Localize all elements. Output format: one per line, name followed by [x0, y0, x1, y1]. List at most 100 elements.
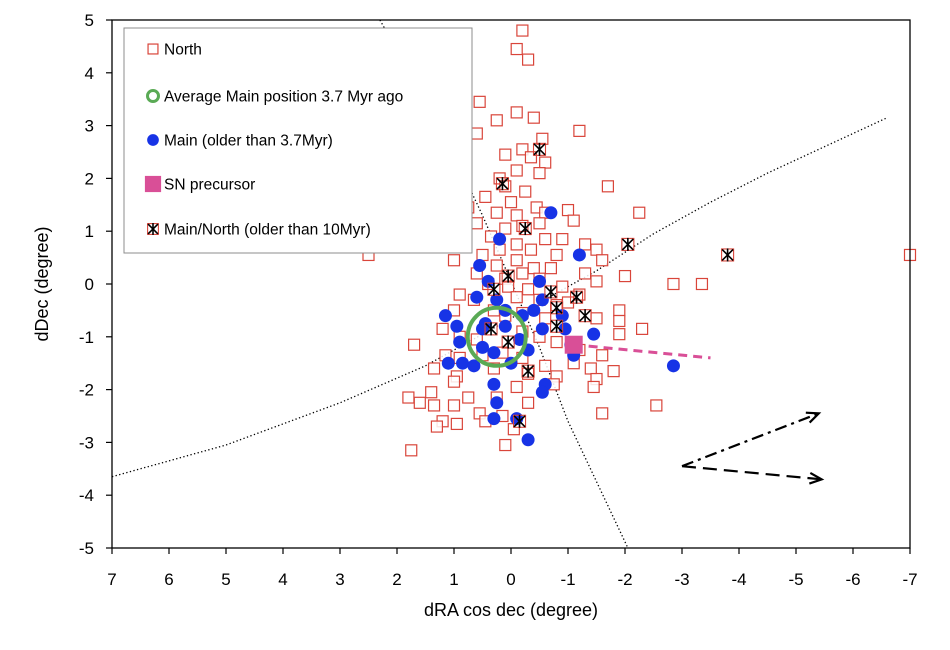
point-main-older-than-3-7myr-1	[544, 206, 558, 220]
point-north-131	[405, 444, 418, 457]
point-main-older-than-3-7myr-19	[558, 322, 572, 336]
point-main-older-than-3-7myr-8	[533, 274, 546, 288]
x-axis-title: dRA cos dec (degree)	[424, 600, 598, 620]
y-tick-label--3: -3	[79, 433, 94, 452]
point-north-76	[667, 277, 680, 291]
point-north-66	[521, 283, 535, 296]
point-main-older-than-3-7myr-2	[493, 232, 507, 246]
point-north-111	[447, 375, 461, 388]
point-north-13	[516, 143, 529, 156]
point-north-118	[521, 396, 535, 409]
point-north-7	[490, 114, 503, 127]
legend-label-average-main-position-3-7-myr-ago: Average Main position 3.7 Myr ago	[164, 89, 403, 106]
point-main-older-than-3-7myr-36	[487, 412, 501, 426]
point-north-24	[479, 190, 492, 203]
point-north-29	[510, 209, 523, 222]
point-main-north-older-than-10myr-3	[518, 222, 532, 236]
arrow-1	[681, 411, 822, 468]
x-tick-label-3: 3	[335, 570, 344, 589]
point-north-128	[450, 417, 463, 431]
point-main-north-older-than-10myr-9	[569, 290, 584, 304]
point-north-58	[618, 269, 632, 283]
point-north-56	[544, 262, 558, 275]
point-north-43	[578, 238, 592, 251]
point-north-75	[613, 304, 626, 317]
point-north-86	[613, 328, 626, 341]
point-north-2	[510, 42, 523, 56]
point-north-115	[425, 386, 438, 399]
point-main-north-older-than-10myr-13	[484, 322, 498, 336]
point-main-older-than-3-7myr-18	[555, 309, 569, 323]
y-tick-label-2: 2	[85, 169, 94, 188]
point-main-older-than-3-7myr-40	[476, 322, 489, 336]
point-north-50	[550, 248, 563, 262]
point-main-older-than-3-7myr-21	[453, 335, 467, 349]
point-north-33	[470, 217, 483, 230]
point-north-12	[536, 132, 549, 145]
x-tick-label--4: -4	[731, 570, 746, 589]
point-main-older-than-3-7myr-20	[587, 327, 601, 341]
x-tick-label-5: 5	[221, 570, 230, 589]
y-axis-title: dDec (degree)	[32, 226, 52, 341]
point-north-104	[584, 362, 597, 375]
point-north-83	[539, 312, 552, 325]
point-main-older-than-3-7myr-17	[535, 322, 549, 336]
point-main-older-than-3-7myr-3	[572, 248, 586, 262]
legend-marker-main-older-than-3-7myr	[147, 134, 159, 146]
point-north-88	[408, 338, 421, 351]
point-north-44	[590, 243, 603, 256]
point-north-16	[539, 156, 552, 169]
legend-marker-average-main-position-3-7-myr-ago	[146, 89, 160, 103]
point-north-125	[596, 407, 609, 420]
legend-label-sn-precursor: SN precursor	[164, 177, 255, 194]
x-tick-label-7: 7	[107, 570, 116, 589]
point-north-133	[430, 420, 443, 433]
point-main-north-older-than-10myr-10	[550, 301, 564, 315]
legend-box	[123, 27, 473, 254]
point-north-37	[567, 214, 580, 227]
point-north-52	[447, 254, 461, 267]
point-main-older-than-3-7myr-5	[481, 274, 495, 288]
x-tick-label-1: 1	[449, 570, 458, 589]
x-tick-label--5: -5	[788, 570, 803, 589]
arrow-2	[681, 465, 825, 485]
point-north-32	[633, 206, 646, 219]
point-north-15	[524, 151, 538, 164]
point-north-89	[436, 322, 449, 335]
y-tick-label--4: -4	[79, 486, 94, 505]
point-north-34	[499, 222, 512, 235]
point-main-older-than-3-7myr-23	[513, 332, 527, 346]
point-north-47	[493, 243, 506, 256]
point-main-north-older-than-10myr-6	[501, 269, 515, 283]
legend: North Average Main position 3.7 Myr ago Ma…	[123, 27, 473, 254]
point-main-older-than-3-7myr-22	[476, 340, 489, 354]
legend-marker-north	[147, 43, 159, 55]
point-main-older-than-3-7myr-35	[490, 396, 504, 410]
point-north-41	[539, 233, 552, 246]
point-north-126	[650, 399, 663, 412]
point-north-116	[462, 391, 475, 404]
y-tick-label-5: 5	[85, 11, 94, 30]
x-tick-label--1: -1	[560, 570, 575, 589]
point-north-67	[556, 280, 569, 293]
point-north-54	[510, 254, 523, 267]
point-north-17	[510, 164, 523, 177]
y-tick-label-4: 4	[85, 64, 94, 83]
point-main-older-than-3-7myr-6	[470, 290, 484, 304]
x-tick-label-0: 0	[506, 570, 515, 589]
point-north-48	[510, 238, 523, 251]
tick-layer: 7 6 5 4 3 2 1 0 -1 -2 -3 -4 -5 -6 -7 5 4 3 2 1 0 -1 -2 -3 -4 -5	[79, 11, 918, 589]
y-tick-label--5: -5	[79, 539, 94, 558]
point-north-132	[499, 438, 512, 452]
point-north-42	[556, 233, 569, 246]
point-main-north-older-than-10myr-2	[495, 177, 510, 191]
point-main-older-than-3-7myr-13	[438, 309, 452, 323]
point-north-27	[490, 206, 503, 219]
point-north-4	[473, 95, 486, 108]
point-north-94	[550, 335, 563, 349]
x-tick-label-4: 4	[278, 570, 287, 589]
point-north-51	[596, 254, 609, 267]
point-main-older-than-3-7myr-34	[487, 377, 501, 391]
point-north-46	[476, 248, 489, 262]
